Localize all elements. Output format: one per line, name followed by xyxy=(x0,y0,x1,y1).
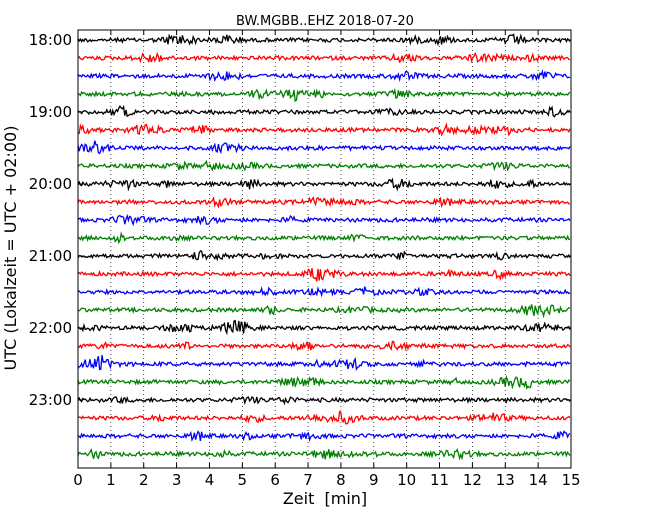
trace-2215 xyxy=(77,340,571,352)
x-tick-label: 14 xyxy=(529,471,548,489)
y-tick-label: 20:00 xyxy=(29,175,72,193)
trace-2300 xyxy=(77,396,571,406)
x-tick-label: 15 xyxy=(561,471,580,489)
trace-2315 xyxy=(77,410,571,425)
x-tick-label: 5 xyxy=(238,471,248,489)
x-tick-label: 13 xyxy=(496,471,515,489)
seismic-traces xyxy=(77,33,571,461)
trace-2015 xyxy=(77,196,571,209)
x-tick-label: 6 xyxy=(270,471,280,489)
trace-1845 xyxy=(77,87,571,103)
y-axis-label: UTC (Lokalzeit = UTC + 02:00) xyxy=(1,126,20,371)
x-tick-label: 10 xyxy=(397,471,416,489)
y-tick-label: 23:00 xyxy=(29,391,72,409)
trace-1815 xyxy=(77,51,571,64)
x-tick-label: 12 xyxy=(463,471,482,489)
x-tick-label: 3 xyxy=(172,471,182,489)
y-tick-label: 19:00 xyxy=(29,103,72,121)
trace-2115 xyxy=(77,268,571,282)
trace-1830 xyxy=(77,69,571,83)
trace-2000 xyxy=(77,177,571,192)
chart-title: BW.MGBB..EHZ 2018-07-20 xyxy=(236,14,414,29)
x-tick-label: 1 xyxy=(106,471,116,489)
trace-2230 xyxy=(77,355,571,371)
trace-1900 xyxy=(77,104,571,118)
y-tick-label: 21:00 xyxy=(29,247,72,265)
x-tick-label: 9 xyxy=(369,471,379,489)
trace-1945 xyxy=(77,159,571,172)
plot-frame xyxy=(77,29,572,469)
trace-2145 xyxy=(77,304,571,319)
trace-1800 xyxy=(77,33,571,47)
trace-2100 xyxy=(77,250,571,262)
x-tick-label: 11 xyxy=(430,471,449,489)
x-axis-label: Zeit [min] xyxy=(283,489,367,508)
trace-2200 xyxy=(77,319,571,336)
x-axis-ticks: 0 1 2 3 4 5 6 7 8 9 10 11 12 13 14 15 xyxy=(73,30,581,489)
x-tick-label: 4 xyxy=(205,471,215,489)
trace-1915 xyxy=(77,122,571,137)
x-tick-label: 7 xyxy=(303,471,313,489)
trace-2245 xyxy=(77,374,571,390)
trace-2345 xyxy=(77,448,571,461)
y-axis-ticks: 18:00 19:00 20:00 21:00 22:00 23:00 xyxy=(29,31,571,409)
trace-2045 xyxy=(77,231,571,245)
trace-2330 xyxy=(77,430,571,443)
x-tick-label: 0 xyxy=(73,471,83,489)
y-tick-label: 22:00 xyxy=(29,319,72,337)
x-tick-label: 2 xyxy=(139,471,149,489)
trace-1930 xyxy=(77,140,571,155)
trace-2130 xyxy=(77,286,571,298)
trace-2030 xyxy=(77,213,571,227)
x-tick-label: 8 xyxy=(336,471,346,489)
y-tick-label: 18:00 xyxy=(29,31,72,49)
